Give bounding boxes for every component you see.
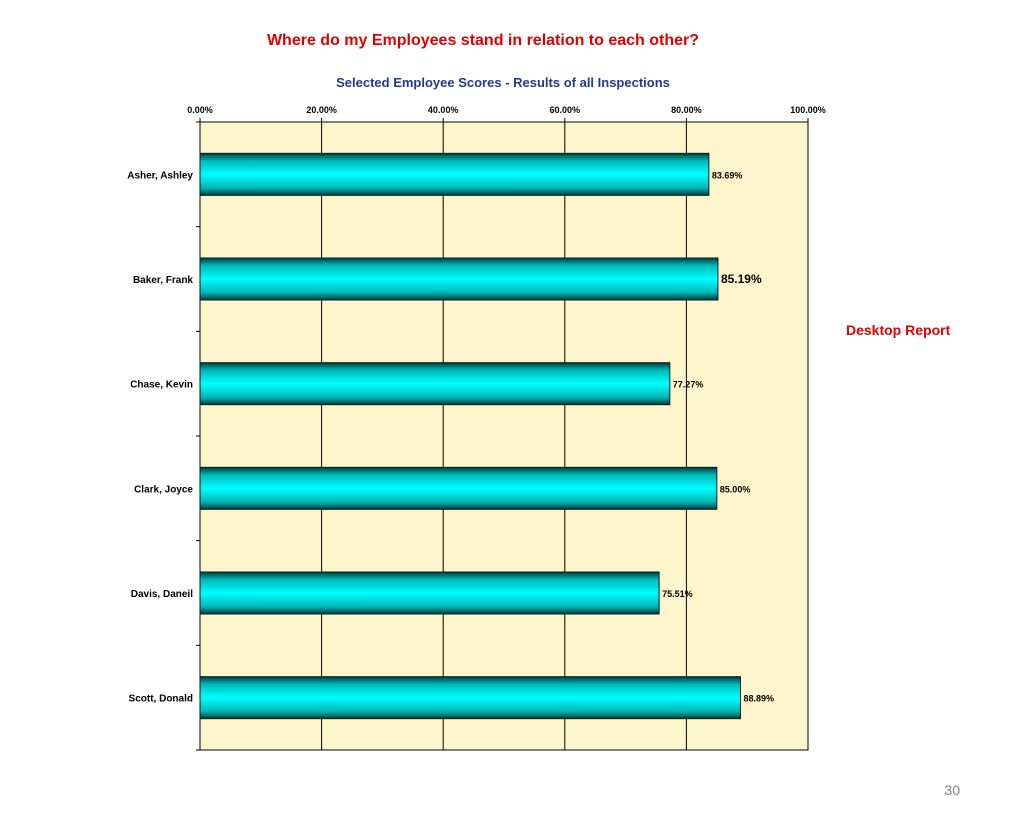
bar	[199, 257, 719, 301]
data-label: 77.27%	[673, 380, 704, 390]
category-label: Baker, Frank	[133, 275, 193, 286]
data-label: 85.00%	[720, 484, 751, 494]
bar	[199, 571, 660, 615]
x-tick-label: 20.00%	[306, 105, 337, 115]
data-label: 88.89%	[743, 694, 774, 704]
bar	[199, 152, 710, 196]
category-label: Asher, Ashley	[127, 170, 193, 181]
bar	[199, 676, 741, 720]
category-label: Davis, Daneil	[131, 589, 193, 600]
data-label: 75.51%	[662, 589, 693, 599]
x-tick-label: 100.00%	[790, 105, 826, 115]
bar	[199, 466, 718, 510]
x-tick-label: 80.00%	[671, 105, 702, 115]
page-number: 30	[944, 782, 960, 798]
plot-area: 0.00% 20.00% 40.00% 60.00% 80.00% 100.00% Ashe…	[127, 105, 826, 751]
plot-background	[199, 121, 809, 751]
data-label: 85.19%	[721, 272, 762, 286]
x-tick-label: 60.00%	[550, 105, 581, 115]
x-tick-label: 40.00%	[428, 105, 459, 115]
slide-heading: Where do my Employees stand in relation …	[266, 32, 700, 49]
desktop-report-label: Desktop Report	[846, 322, 951, 338]
data-label: 83.69%	[712, 170, 743, 180]
category-label: Clark, Joyce	[134, 484, 193, 495]
chart-title: Selected Employee Scores - Results of al…	[336, 75, 670, 90]
category-label: Scott, Donald	[129, 694, 193, 705]
bar	[199, 362, 671, 406]
category-label: Chase, Kevin	[130, 380, 193, 391]
x-tick-label: 0.00%	[187, 105, 213, 115]
